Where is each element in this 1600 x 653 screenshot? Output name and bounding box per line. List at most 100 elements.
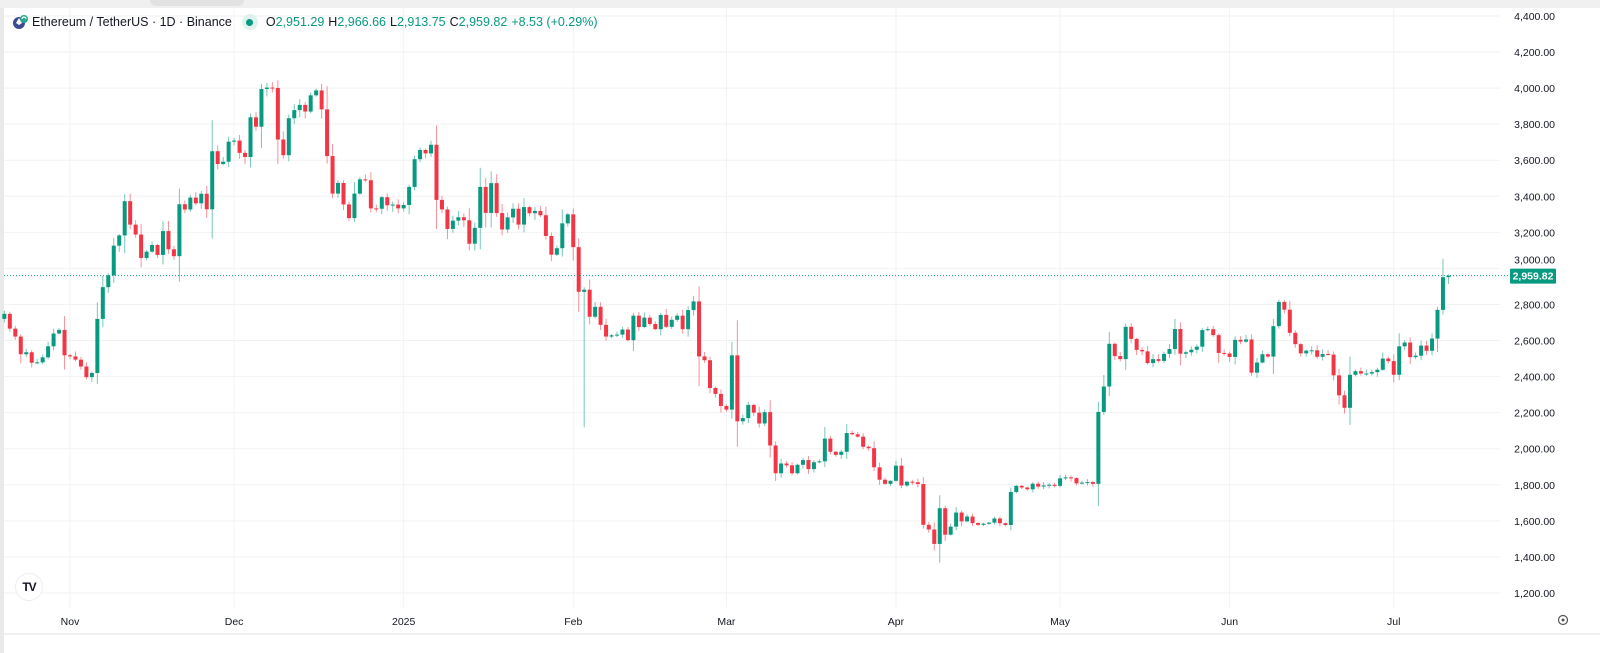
candle-up[interactable]: [1413, 352, 1418, 360]
candle-up[interactable]: [888, 480, 893, 487]
candle-up[interactable]: [472, 222, 477, 251]
candle-up[interactable]: [1030, 482, 1035, 493]
candle-up[interactable]: [150, 241, 155, 254]
candle-up[interactable]: [100, 275, 105, 327]
candle-down[interactable]: [538, 206, 543, 218]
candle-down[interactable]: [281, 131, 286, 159]
candle-down[interactable]: [653, 321, 658, 331]
candle-up[interactable]: [122, 194, 127, 254]
candle-down[interactable]: [527, 205, 532, 217]
candle-up[interactable]: [1320, 349, 1325, 361]
candle-down[interactable]: [604, 318, 609, 341]
candle-down[interactable]: [587, 279, 592, 325]
candle-down[interactable]: [516, 203, 521, 230]
candle-down[interactable]: [270, 82, 275, 93]
candle-up[interactable]: [986, 521, 991, 525]
candle-down[interactable]: [664, 309, 669, 329]
candle-down[interactable]: [1090, 480, 1095, 487]
candle-down[interactable]: [932, 522, 937, 551]
candle-down[interactable]: [439, 195, 444, 214]
candle-up[interactable]: [286, 114, 291, 162]
candle-up[interactable]: [221, 157, 226, 166]
candle-down[interactable]: [204, 185, 209, 218]
candle-down[interactable]: [877, 462, 882, 485]
candle-down[interactable]: [68, 353, 72, 360]
candle-down[interactable]: [461, 213, 466, 227]
candle-down[interactable]: [237, 134, 242, 159]
candle-down[interactable]: [253, 112, 258, 131]
toolbar-tab[interactable]: [218, 0, 244, 6]
candle-up[interactable]: [95, 302, 100, 384]
candle-down[interactable]: [855, 431, 860, 438]
candle-down[interactable]: [1156, 354, 1161, 363]
candle-up[interactable]: [1446, 274, 1451, 284]
candle-down[interactable]: [1134, 337, 1139, 356]
candle-down[interactable]: [1287, 300, 1292, 337]
candle-up[interactable]: [1309, 346, 1314, 355]
candle-down[interactable]: [84, 362, 89, 380]
candle-up[interactable]: [379, 196, 384, 215]
candle-down[interactable]: [155, 243, 160, 259]
candle-up[interactable]: [1200, 327, 1205, 352]
candle-up[interactable]: [822, 426, 827, 468]
candle-up[interactable]: [1101, 374, 1106, 416]
candle-up[interactable]: [1397, 333, 1402, 381]
candle-up[interactable]: [981, 522, 986, 527]
candle-down[interactable]: [926, 521, 931, 533]
gear-icon[interactable]: [1557, 614, 1569, 626]
candle-down[interactable]: [751, 403, 756, 417]
candle-down[interactable]: [910, 479, 915, 485]
candle-up[interactable]: [1440, 258, 1445, 315]
candle-down[interactable]: [445, 206, 450, 240]
candle-down[interactable]: [275, 80, 280, 164]
candle-up[interactable]: [160, 221, 165, 265]
candle-down[interactable]: [1227, 351, 1232, 362]
candle-up[interactable]: [226, 136, 231, 167]
candle-down[interactable]: [625, 326, 630, 342]
candle-down[interactable]: [976, 522, 981, 526]
candle-up[interactable]: [401, 202, 406, 212]
candle-up[interactable]: [1107, 331, 1112, 397]
candle-up[interactable]: [1347, 356, 1352, 425]
candle-up[interactable]: [199, 191, 204, 209]
candle-up[interactable]: [1123, 323, 1128, 370]
candle-down[interactable]: [1222, 349, 1227, 356]
candle-up[interactable]: [144, 249, 149, 261]
candle-down[interactable]: [171, 245, 176, 260]
candle-up[interactable]: [532, 207, 537, 221]
candle-down[interactable]: [243, 149, 248, 165]
candle-up[interactable]: [954, 507, 959, 531]
candle-up[interactable]: [1430, 333, 1435, 356]
candle-down[interactable]: [1036, 481, 1041, 489]
candle-up[interactable]: [188, 194, 193, 212]
candle-down[interactable]: [1326, 350, 1331, 356]
candle-up[interactable]: [582, 287, 587, 428]
candle-up[interactable]: [407, 184, 412, 215]
candle-down[interactable]: [1331, 351, 1336, 381]
candle-down[interactable]: [724, 404, 729, 412]
candle-down[interactable]: [166, 221, 171, 254]
candle-up[interactable]: [779, 458, 784, 478]
candle-down[interactable]: [571, 208, 576, 261]
symbol-title[interactable]: Ethereum / TetherUS · 1D · Binance: [32, 15, 232, 29]
candle-up[interactable]: [811, 460, 816, 473]
candle-up[interactable]: [740, 414, 745, 425]
candle-down[interactable]: [1386, 356, 1391, 364]
candle-down[interactable]: [319, 83, 324, 119]
candle-up[interactable]: [1063, 474, 1068, 481]
candle-up[interactable]: [1353, 369, 1358, 377]
candle-up[interactable]: [106, 273, 111, 293]
candle-up[interactable]: [565, 213, 570, 227]
candle-up[interactable]: [412, 155, 417, 191]
candle-down[interactable]: [385, 193, 390, 211]
candle-down[interactable]: [828, 435, 833, 455]
candle-up[interactable]: [669, 316, 674, 330]
candle-down[interactable]: [1282, 299, 1287, 314]
candle-up[interactable]: [297, 99, 302, 118]
candle-up[interactable]: [746, 401, 751, 423]
candle-down[interactable]: [943, 505, 948, 542]
candle-down[interactable]: [636, 312, 641, 332]
candle-up[interactable]: [1008, 487, 1013, 531]
candle-up[interactable]: [505, 212, 510, 233]
candle-up[interactable]: [965, 514, 970, 523]
